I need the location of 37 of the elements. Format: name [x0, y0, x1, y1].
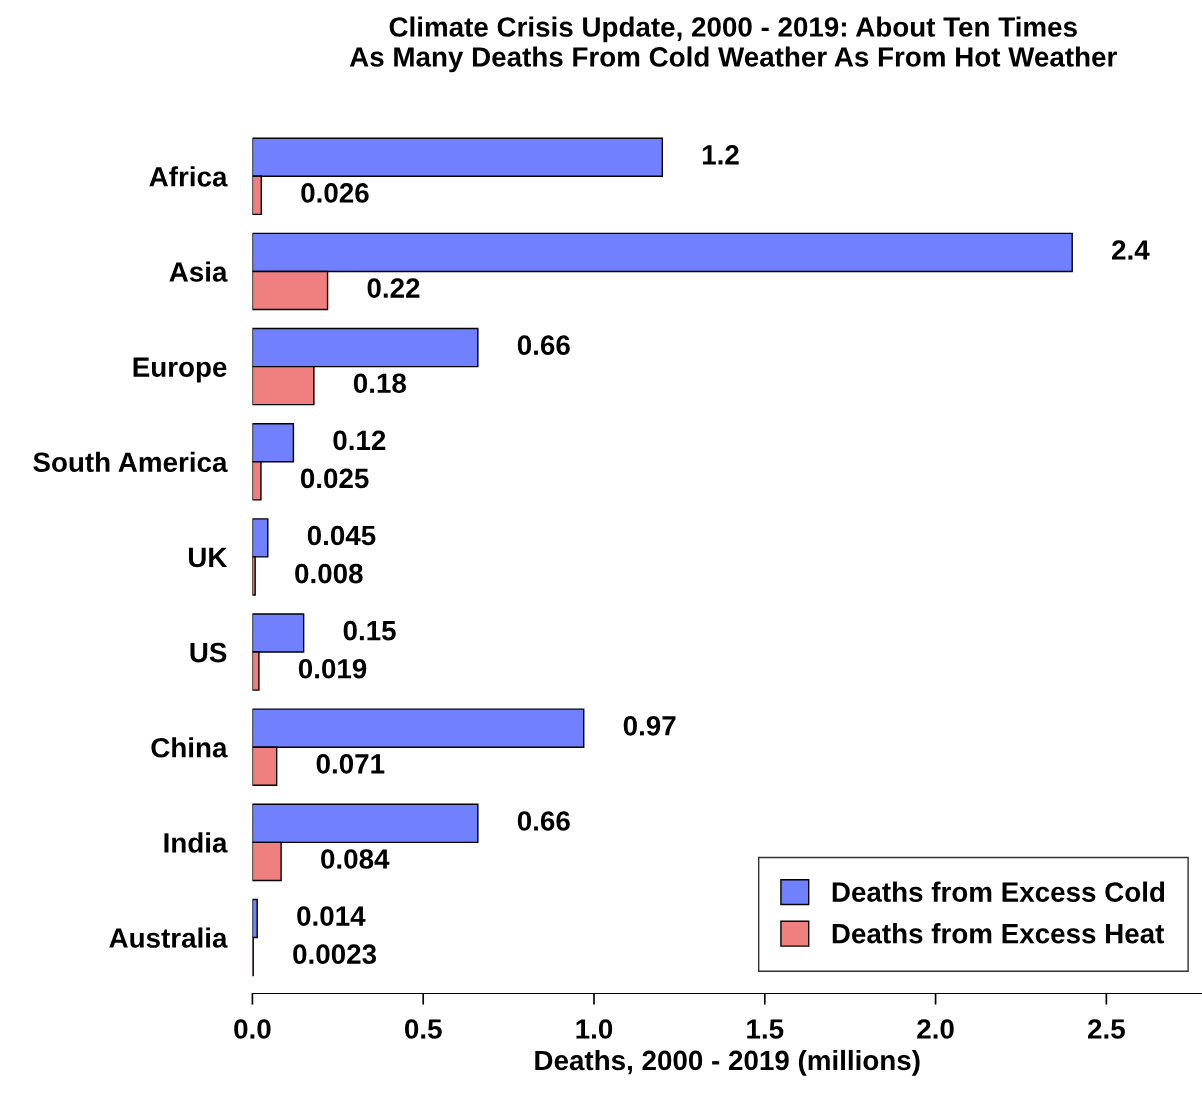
x-tick-label: 0.5 — [405, 1019, 442, 1039]
data-label: 0.12 — [333, 430, 386, 451]
x-tick-label: 2.0 — [917, 1019, 954, 1039]
legend-label: Deaths from Excess Cold — [832, 881, 1165, 902]
data-label: 0.071 — [316, 754, 385, 774]
data-label: 0.18 — [353, 373, 406, 394]
data-label: 0.66 — [517, 335, 570, 356]
data-label: 0.014 — [297, 906, 366, 926]
data-label: 0.026 — [301, 183, 369, 203]
data-label: 2.4 — [1112, 240, 1150, 260]
x-tick-label: 2.5 — [1088, 1019, 1125, 1039]
data-label: 0.084 — [321, 849, 390, 869]
x-tick-label: 1.5 — [747, 1019, 784, 1039]
y-tick-label: Australia — [109, 927, 228, 948]
data-label: 0.22 — [367, 278, 420, 298]
legend-label: Deaths from Excess Heat — [832, 923, 1165, 944]
x-tick-label: 0.0 — [234, 1019, 271, 1039]
x-tick-label: 1.0 — [576, 1019, 613, 1039]
data-label: 0.0023 — [293, 944, 377, 965]
data-label: 0.045 — [307, 525, 376, 546]
y-tick-label: India — [164, 832, 228, 853]
data-label: 0.15 — [343, 620, 396, 641]
data-label: 1.2 — [702, 145, 739, 165]
y-tick-label: Europe — [133, 357, 227, 383]
chart-title: Climate Crisis Update, 2000 - 2019: About Ten Times As Many Deaths From Cold Weather As From Hot Weather — [349, 16, 1117, 73]
y-tick-label: US — [190, 642, 227, 663]
x-axis-title: Deaths, 2000 - 2019 (millions) — [535, 1049, 920, 1076]
y-tick-label: Africa — [149, 166, 228, 187]
data-label: 0.019 — [298, 658, 367, 679]
y-tick-label: Asia — [169, 261, 228, 282]
y-tick-label: South America — [33, 451, 228, 473]
y-tick-label: UK — [188, 547, 228, 568]
data-label: 0.66 — [517, 811, 570, 831]
data-label: 0.97 — [623, 715, 676, 736]
data-label: 0.025 — [300, 468, 369, 489]
data-label: 0.008 — [295, 563, 363, 584]
y-tick-label: China — [151, 737, 228, 758]
